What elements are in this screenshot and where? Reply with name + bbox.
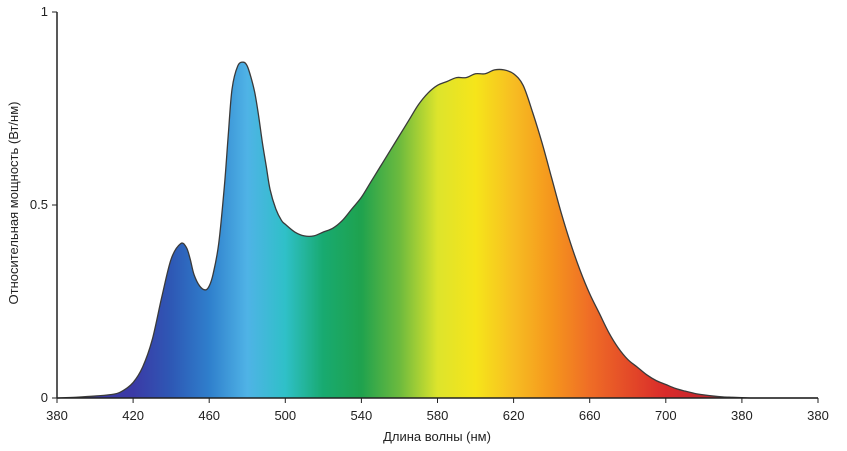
x-tick-label: 500 <box>274 408 296 423</box>
x-tick-label: 380 <box>46 408 68 423</box>
y-tick-label: 1 <box>41 4 48 19</box>
x-tick-group: 380 420 460 500 540 580 620 660 700 380 380 <box>46 398 829 423</box>
x-tick-label: 580 <box>427 408 449 423</box>
y-tick-label: 0 <box>41 390 48 405</box>
plot-area <box>56 61 818 399</box>
x-tick-label: 700 <box>655 408 677 423</box>
x-axis-title: Длина волны (нм) <box>383 429 491 444</box>
x-tick-label: 540 <box>351 408 373 423</box>
y-tick-group: 00.51 <box>30 4 57 405</box>
x-tick-label: 380 <box>807 408 829 423</box>
x-tick-label: 380 <box>731 408 753 423</box>
y-tick-label: 0.5 <box>30 197 48 212</box>
x-tick-label: 460 <box>198 408 220 423</box>
spectrum-area <box>57 62 818 399</box>
spectrum-outline <box>56 61 818 399</box>
x-tick-label: 420 <box>122 408 144 423</box>
x-tick-label: 620 <box>503 408 525 423</box>
y-axis-title: Относительная мощность (Вт/нм) <box>6 102 21 305</box>
x-tick-label: 660 <box>579 408 601 423</box>
